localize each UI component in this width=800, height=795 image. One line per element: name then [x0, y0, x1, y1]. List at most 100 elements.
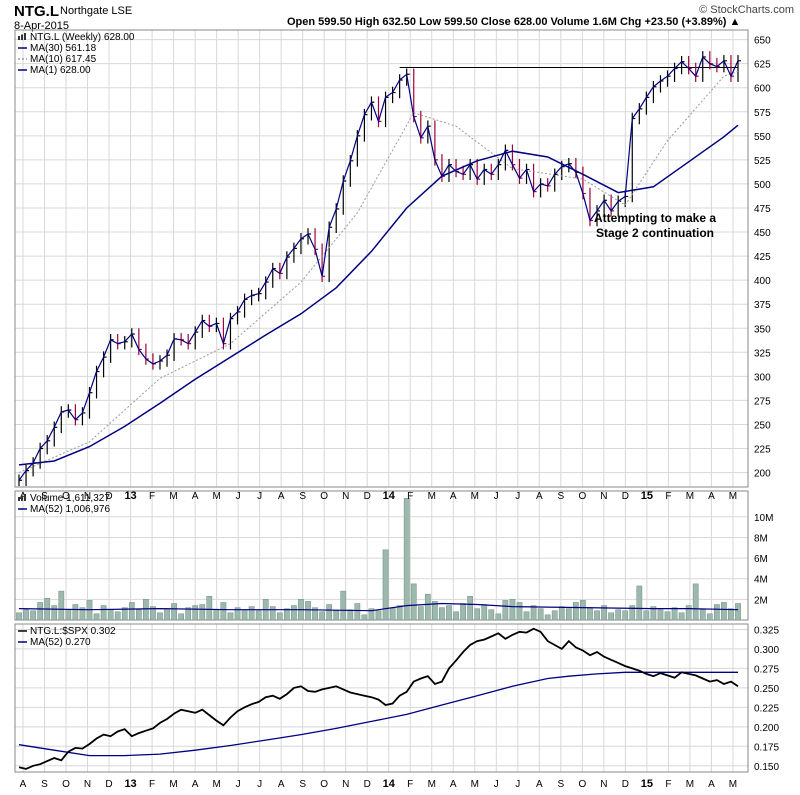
volume-bar: [65, 609, 72, 621]
x-tick-label: 14: [383, 490, 396, 502]
x-tick-label: J: [494, 779, 499, 790]
volume-bar: [199, 604, 206, 621]
volume-bar: [523, 611, 530, 621]
x-tick-label: A: [278, 491, 285, 502]
x-tick-label: 13: [124, 778, 136, 790]
chart-annotation: Stage 2 continuation: [596, 226, 714, 240]
x-tick-label: A: [708, 779, 715, 790]
volume-bar: [657, 609, 664, 621]
legend-swatch: [24, 494, 26, 501]
volume-bar: [594, 610, 600, 621]
x-tick-label: D: [622, 779, 629, 790]
volume-bar: [312, 607, 318, 621]
volume-bar: [234, 607, 241, 621]
x-tick-label: J: [257, 779, 262, 790]
x-tick-label: O: [320, 779, 328, 790]
legend-swatch: [24, 33, 26, 40]
price-y-tick-label: 350: [754, 324, 771, 335]
price-y-tick-label: 650: [754, 36, 771, 47]
volume-bar: [396, 605, 403, 621]
volume-bar: [551, 610, 558, 621]
x-tick-label: O: [578, 779, 586, 790]
price-y-tick-label: 325: [754, 348, 771, 359]
price-y-tick-label: 600: [754, 84, 771, 95]
x-tick-label: A: [20, 779, 27, 790]
volume-bar: [333, 610, 340, 621]
x-tick-label: N: [342, 491, 349, 502]
ratio-ma52-line: [18, 671, 738, 757]
x-tick-label: F: [665, 779, 671, 790]
volume-bar: [185, 607, 192, 621]
ratio-y-tick-label: 0.225: [754, 703, 779, 714]
x-tick-label: M: [428, 779, 436, 790]
volume-bar: [622, 610, 629, 621]
x-tick-label: S: [557, 491, 564, 502]
volume-bar: [403, 497, 410, 621]
chart-marks: [16, 51, 741, 770]
volume-bar: [361, 614, 368, 621]
x-tick-label: F: [407, 779, 413, 790]
x-tick-label: D: [364, 491, 371, 502]
x-tick-label: S: [299, 779, 306, 790]
ohlc-summary: Open 599.50 High 632.50 Low 599.50 Close…: [287, 16, 741, 28]
volume-bar: [220, 602, 227, 621]
x-tick-label: J: [515, 779, 520, 790]
volume-bar: [227, 612, 234, 621]
volume-bar: [37, 602, 44, 621]
volume-bar: [135, 609, 142, 621]
volume-bar: [446, 605, 452, 621]
ratio-y-tick-label: 0.275: [754, 664, 779, 675]
x-tick-label: N: [600, 491, 607, 502]
stockcharts-brand[interactable]: © StockCharts.com: [699, 4, 794, 16]
x-tick-label: M: [686, 491, 694, 502]
volume-bar: [516, 602, 523, 621]
volume-bar: [410, 583, 417, 621]
x-tick-label: D: [364, 779, 371, 790]
volume-bar: [474, 608, 481, 621]
volume-y-tick-label: 6M: [754, 554, 768, 565]
x-tick-label: J: [236, 491, 241, 502]
x-tick-label: A: [192, 491, 199, 502]
price-y-tick-label: 400: [754, 276, 771, 287]
volume-bar: [417, 606, 424, 621]
volume-bar: [58, 590, 65, 621]
ratio-legend-entry: MA(52) 0.270: [30, 637, 91, 648]
grid-lines: [15, 30, 748, 772]
ma30-line: [18, 124, 739, 466]
ratio-y-tick-label: 0.150: [754, 762, 779, 773]
x-tick-label: 15: [641, 490, 653, 502]
volume-bar: [375, 610, 382, 621]
volume-bar: [128, 602, 135, 621]
x-tick-label: D: [105, 779, 112, 790]
volume-bar: [276, 612, 283, 621]
volume-bar: [30, 610, 36, 621]
x-tick-label: A: [536, 491, 543, 502]
price-y-tick-label: 450: [754, 228, 771, 239]
volume-bar: [150, 606, 156, 621]
volume-bar: [143, 599, 149, 621]
volume-bar: [23, 609, 29, 621]
volume-bar: [488, 609, 495, 621]
x-tick-label: N: [600, 779, 607, 790]
price-y-tick-label: 250: [754, 420, 771, 431]
x-tick-label: M: [169, 779, 177, 790]
x-tick-label: O: [320, 491, 328, 502]
volume-bar: [481, 604, 488, 621]
x-tick-label: S: [41, 779, 48, 790]
volume-bar: [636, 585, 643, 621]
volume-bar: [283, 608, 290, 621]
vol-panel-frame: [14, 490, 749, 621]
x-tick-label: S: [557, 779, 564, 790]
chart-annotation: Attempting to make a: [594, 211, 716, 225]
ticker-symbol: NTG.L: [14, 3, 59, 20]
volume-ma52-line: [18, 602, 739, 612]
volume-bar: [206, 596, 213, 621]
price-y-tick-label: 200: [754, 469, 771, 480]
volume-bar: [79, 607, 86, 621]
chart-labels: A A S S O O N N D D 13 13 F F M M A A M M J J J J A A S S O O N N D D 14 14…: [18, 32, 779, 790]
x-tick-label: N: [84, 491, 91, 502]
volume-bar: [502, 600, 509, 621]
volume-bar: [643, 610, 650, 621]
volume-y-tick-label: 10M: [754, 513, 773, 524]
